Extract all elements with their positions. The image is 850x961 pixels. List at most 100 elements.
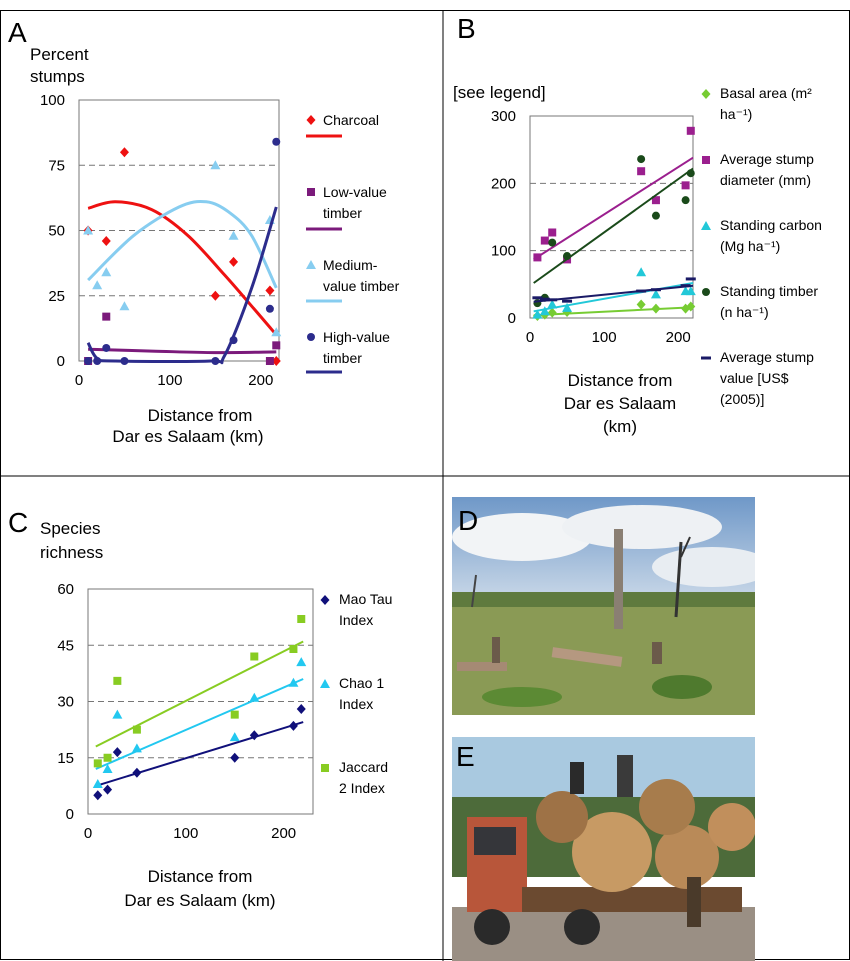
legend-marker [701, 356, 711, 360]
truck-wheel [474, 909, 510, 945]
legend-label: Mao Tau [339, 591, 392, 607]
data-point [132, 725, 141, 734]
y-tick-label: 100 [40, 92, 65, 109]
chart-a-stumps-by-value: A Percent stumps Distance from Dar es Sa… [8, 17, 400, 446]
data-point [92, 280, 103, 290]
data-point [265, 285, 275, 296]
data-point [265, 357, 274, 365]
trend-line [95, 678, 304, 770]
data-point [272, 137, 281, 146]
data-point [680, 284, 691, 288]
data-point [102, 764, 113, 773]
legend-marker [320, 595, 330, 605]
data-point [120, 357, 129, 365]
x-tick-label: 0 [84, 825, 92, 842]
cloud [562, 505, 722, 549]
legend-marker [702, 156, 710, 164]
data-point [539, 297, 550, 301]
data-point [101, 267, 112, 277]
x-tick-label: 100 [173, 825, 198, 842]
data-point [547, 298, 558, 302]
trend-line [88, 347, 277, 355]
photo-e-illustration [452, 737, 755, 961]
photo-e-timber-truck: E [452, 737, 755, 961]
x-tick-label: 0 [75, 372, 83, 389]
series-1 [533, 126, 695, 264]
legend-marker [701, 221, 711, 230]
data-point [636, 299, 646, 310]
chart-a-ylabel-line1: Percent [30, 45, 89, 64]
dead-tree [471, 574, 477, 608]
truck-wheel [564, 909, 600, 945]
series-0 [93, 704, 306, 801]
truck-window [474, 827, 516, 855]
data-point [229, 336, 238, 345]
panel-letter-a: A [8, 17, 27, 48]
panel-letter-d: D [458, 505, 479, 536]
data-point [93, 790, 103, 801]
data-point [548, 238, 557, 247]
data-point [210, 160, 221, 170]
data-point [265, 304, 274, 313]
legend-label: (Mg ha⁻¹) [720, 238, 780, 254]
data-point [229, 732, 240, 742]
data-point [249, 730, 259, 741]
data-point [681, 303, 691, 314]
chart-b-xlabel-line2: Dar es Salaam [564, 394, 676, 413]
data-point [288, 720, 298, 731]
cloud [452, 513, 592, 561]
y-tick-label: 0 [57, 353, 65, 370]
legend-label: Index [339, 612, 373, 628]
legend-label: High-value [323, 329, 390, 345]
data-point [211, 357, 220, 365]
data-point [289, 645, 298, 653]
legend-label: Index [339, 696, 373, 712]
log-end [655, 825, 719, 889]
x-tick-label: 100 [157, 372, 182, 389]
x-tick-label: 0 [526, 329, 534, 346]
x-tick-label: 200 [271, 825, 296, 842]
data-point [650, 288, 661, 292]
data-point [132, 767, 142, 778]
x-tick-label: 200 [248, 372, 273, 389]
data-point [113, 676, 122, 685]
series-4 [532, 277, 696, 303]
x-tick-label: 200 [666, 329, 691, 346]
trend-line [95, 721, 304, 787]
chart-a-xlabel-line2: Dar es Salaam (km) [112, 427, 263, 446]
chart-c-ylabel-line1: Species [40, 519, 100, 538]
legend-label: 2 Index [339, 780, 385, 796]
chart-b-xlabel-line3: (km) [603, 417, 637, 436]
y-tick-label: 0 [508, 310, 516, 327]
trend-line [95, 640, 304, 748]
legend-marker [306, 260, 316, 269]
data-point [651, 211, 660, 220]
data-point [102, 343, 111, 352]
y-tick-label: 50 [48, 223, 65, 240]
truck-bed [522, 887, 742, 912]
data-point [112, 709, 123, 719]
legend-label: Standing carbon [720, 217, 822, 233]
data-point [636, 267, 647, 277]
trend-line [87, 199, 278, 289]
data-point [93, 759, 102, 768]
data-point [686, 301, 696, 312]
data-point [84, 357, 93, 365]
series-2 [93, 615, 306, 768]
log-end [708, 803, 755, 851]
log-end [572, 812, 652, 892]
data-point [101, 235, 111, 246]
person [617, 755, 633, 797]
person [687, 877, 701, 927]
data-point [103, 784, 113, 795]
data-point [637, 155, 646, 164]
panel-letter-b: B [457, 13, 476, 44]
chart-a-ylabel-line2: stumps [30, 67, 85, 86]
trend-line [533, 167, 694, 284]
data-point [297, 615, 306, 623]
data-point [249, 692, 260, 702]
series-1 [92, 657, 307, 788]
legend-marker [320, 679, 330, 688]
dead-tree [680, 536, 691, 558]
data-point [547, 307, 557, 318]
